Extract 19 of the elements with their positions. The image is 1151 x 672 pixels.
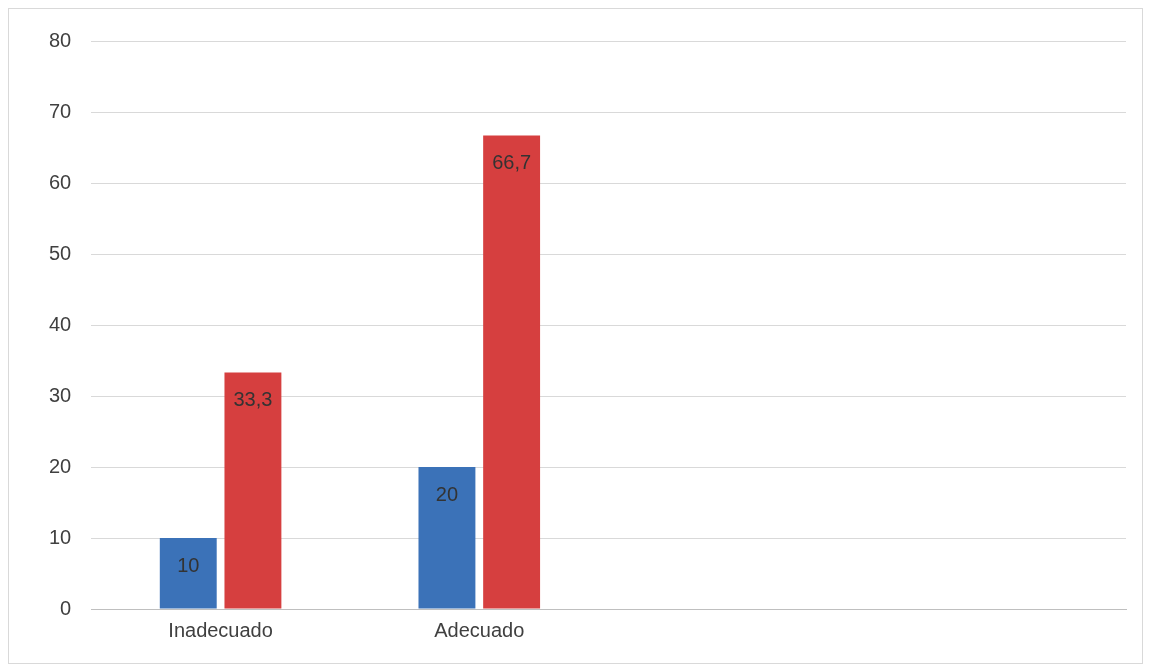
y-tick-label: 40 [49, 312, 72, 335]
bar [224, 372, 282, 609]
y-tick-label: 20 [49, 454, 72, 477]
x-tick-label: Adecuado [434, 618, 525, 641]
x-tick-label: Inadecuado [168, 618, 273, 641]
data-label: 66,7 [492, 150, 532, 173]
y-tick-label: 80 [49, 28, 72, 51]
y-tick-label: 70 [49, 99, 72, 122]
y-tick-label: 0 [60, 596, 72, 619]
y-tick-label: 10 [49, 525, 72, 548]
y-tick-label: 50 [49, 241, 72, 264]
bar [483, 135, 541, 609]
data-label: 20 [435, 482, 459, 505]
bar [418, 467, 476, 609]
data-label: 33,3 [233, 388, 273, 411]
y-tick-label: 30 [49, 383, 72, 406]
data-label: 10 [177, 553, 200, 576]
y-tick-label: 60 [49, 170, 72, 193]
bar [159, 538, 217, 609]
